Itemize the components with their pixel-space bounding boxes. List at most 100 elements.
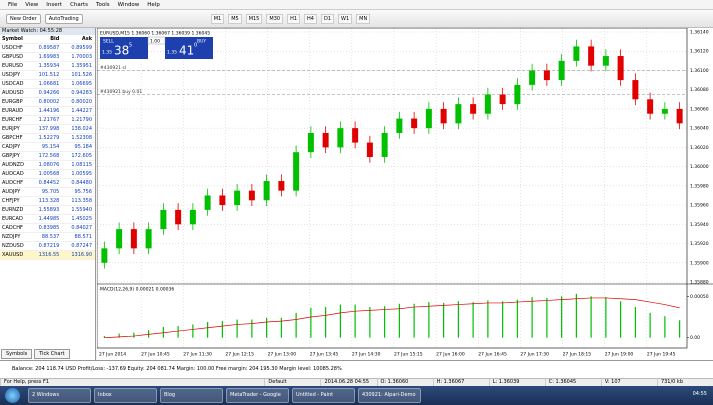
symbol-row[interactable]: EURUSD 1.35934 1.35951	[0, 62, 95, 71]
symbol-row[interactable]: AUDCHF 0.84452 0.84480	[0, 179, 95, 188]
timeframe-button[interactable]: W1	[338, 13, 353, 24]
macd-tick-label: 0.00050	[690, 294, 709, 300]
candle-body	[175, 209, 182, 225]
candle-body	[293, 152, 300, 191]
price: 1.55893	[38, 207, 60, 213]
candle-body	[470, 104, 477, 114]
sell-prefix: 1.35	[102, 50, 112, 56]
price: 88.537	[41, 234, 60, 240]
symbol-row[interactable]: AUDJPY 95.705 95.756	[0, 188, 95, 197]
menu-item[interactable]: Insert	[46, 1, 63, 8]
task-button[interactable]: Blog	[160, 388, 223, 403]
symbol-row[interactable]: GBPCHF 1.52279 1.52308	[0, 134, 95, 143]
time-label: 27 Jun 11:30	[183, 352, 212, 358]
price: 1.55940	[71, 207, 93, 213]
symbol-row[interactable]: USDJPY 101.512 101.526	[0, 71, 95, 80]
menu-item[interactable]: File	[8, 1, 18, 8]
price: 172.605	[71, 153, 93, 159]
symbol-row[interactable]: AUDNZD 1.08076 1.08115	[0, 161, 95, 170]
start-button[interactable]	[5, 388, 20, 403]
candle-body	[116, 229, 123, 249]
symbol-row[interactable]: EURCAD 1.44985 1.45025	[0, 215, 95, 224]
price: 0.80002	[38, 99, 60, 105]
price-label: 1.36040	[690, 126, 709, 132]
price: 0.94266	[38, 90, 60, 96]
symbol-row[interactable]: USDCHF 0.89587 0.89599	[0, 44, 95, 53]
status-bar: For Help, press F1 Default 2014.06.28 04:5…	[0, 378, 713, 386]
symbol-row[interactable]: GBPJPY 172.568 172.605	[0, 152, 95, 161]
task-button[interactable]: Inbox	[94, 388, 157, 403]
candle-body	[411, 118, 418, 129]
timeframe-button[interactable]: M30	[266, 13, 284, 24]
timeframe-button[interactable]: H1	[287, 13, 301, 24]
symbol-row[interactable]: CADJPY 95.154 95.184	[0, 143, 95, 152]
menu-item[interactable]: View	[25, 1, 39, 8]
tab[interactable]: Tick Chart	[34, 349, 70, 359]
menu-item[interactable]: Tools	[96, 1, 110, 8]
price: 95.154	[41, 144, 60, 150]
buy-price: 41	[179, 44, 194, 58]
menu-bar: File View Insert Charts Tools Window Help	[0, 0, 713, 10]
symbol: EURGBP	[2, 99, 23, 105]
price: 1.06695	[71, 81, 93, 87]
symbol-row[interactable]: EURGBP 0.80002 0.80020	[0, 98, 95, 107]
time-label: 27 Jun 15:15	[394, 352, 423, 358]
symbol-row[interactable]: EURNZD 1.55893 1.55940	[0, 206, 95, 215]
timeframe-button[interactable]: MN	[356, 13, 371, 24]
timeframe-button[interactable]: M1	[210, 13, 225, 24]
symbol: EURCAD	[2, 216, 23, 222]
symbol-row[interactable]: NZDJPY 88.537 88.571	[0, 233, 95, 242]
price: 137.998	[38, 126, 60, 132]
toolbar-button[interactable]: New Order	[6, 13, 41, 24]
buy-pip: 0	[194, 43, 197, 49]
task-button[interactable]: Untitled - Paint	[292, 388, 355, 403]
symbol: AUDCAD	[2, 171, 24, 177]
toolbar-button[interactable]: AutoTrading	[44, 13, 83, 24]
symbol: AUDCHF	[2, 180, 24, 186]
symbol-row[interactable]: USDCAD 1.06681 1.06695	[0, 80, 95, 89]
candle-body	[676, 108, 683, 124]
task-button[interactable]: 2 Windows	[28, 388, 91, 403]
candle-body	[632, 80, 639, 100]
time-label: 27 Jun 19:45	[647, 352, 676, 358]
candle-body	[307, 132, 314, 153]
time-label: 27 Jun 10:45	[141, 352, 170, 358]
symbol-row[interactable]: EURCHF 1.21767 1.21790	[0, 116, 95, 125]
task-button[interactable]: MetaTrader - Google	[226, 388, 289, 403]
timeframe-button[interactable]: M15	[245, 13, 263, 24]
macd-signal	[104, 297, 680, 339]
menu-item[interactable]: Window	[117, 1, 140, 8]
toolbar: New Order AutoTrading M1 M5 M15 M30 H1 H4 D1 W1 MN	[0, 10, 713, 28]
symbol-row[interactable]: NZDUSD 0.87219 0.87247	[0, 242, 95, 251]
menu-item[interactable]: Charts	[70, 1, 89, 8]
menu-item[interactable]: Help	[147, 1, 160, 8]
candle-body	[588, 46, 595, 66]
symbol: CADJPY	[2, 144, 21, 150]
symbol-row[interactable]: GBPUSD 1.69983 1.70003	[0, 53, 95, 62]
timeframe-button[interactable]: D1	[320, 13, 334, 24]
status-field: 2014.06.28 04:55	[320, 379, 376, 386]
timeframe-button[interactable]: M5	[228, 13, 242, 24]
symbol-row[interactable]: XAUUSD 1316.55 1316.90	[0, 251, 95, 260]
price: 88.571	[74, 234, 93, 240]
symbol-row[interactable]: EURAUD 1.44196 1.44227	[0, 107, 95, 116]
time-label: 27 Jun 13:45	[310, 352, 339, 358]
timeframe-button[interactable]: H4	[304, 13, 317, 24]
order-label: #430921 sl	[100, 65, 126, 71]
price: 1316.90	[71, 252, 93, 258]
time-label: 27 Jun 19:00	[605, 352, 634, 358]
candle-body	[189, 209, 196, 225]
symbol-row[interactable]: CHFJPY 113.328 113.358	[0, 197, 95, 206]
price-label: 1.35920	[690, 241, 709, 247]
symbol-row[interactable]: CADCHF 0.83985 0.84027	[0, 224, 95, 233]
candle-body	[573, 46, 580, 61]
symbol-row[interactable]: AUDCAD 1.00568 1.00595	[0, 170, 95, 179]
symbol-row[interactable]: EURJPY 137.998 138.024	[0, 125, 95, 134]
symbol-row[interactable]: AUDUSD 0.94266 0.94283	[0, 89, 95, 98]
price: 1.06681	[38, 81, 60, 87]
tab[interactable]: Symbols	[1, 349, 33, 359]
task-button[interactable]: 430921: Alpari-Demo	[358, 388, 421, 403]
price: 1.08076	[38, 162, 60, 168]
symbol: GBPUSD	[2, 54, 24, 60]
